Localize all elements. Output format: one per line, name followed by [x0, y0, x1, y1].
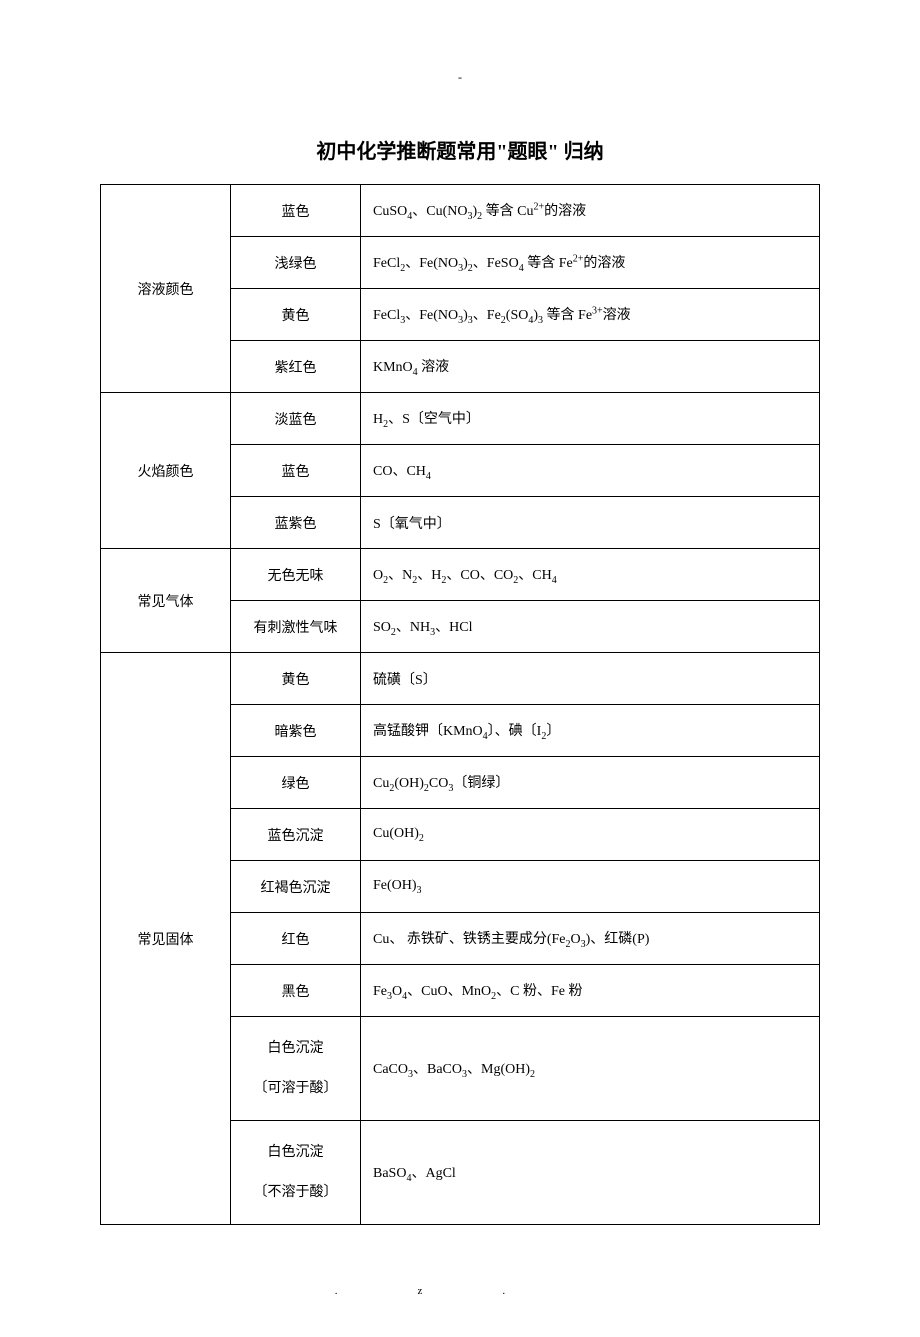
table-row: 溶液颜色蓝色CuSO4、Cu(NO3)2 等含 Cu2+的溶液	[101, 185, 820, 237]
content-cell: CaCO3、BaCO3、Mg(OH)2	[361, 1017, 820, 1121]
content-cell: BaSO4、AgCl	[361, 1121, 820, 1225]
content-cell: SO2、NH3、HCl	[361, 601, 820, 653]
property-cell: 白色沉淀〔可溶于酸〕	[231, 1017, 361, 1121]
property-cell: 淡蓝色	[231, 393, 361, 445]
property-cell: 蓝色	[231, 445, 361, 497]
property-cell: 红褐色沉淀	[231, 861, 361, 913]
property-cell: 暗紫色	[231, 705, 361, 757]
property-cell: 紫红色	[231, 341, 361, 393]
content-cell: S〔氧气中〕	[361, 497, 820, 549]
content-cell: Fe(OH)3	[361, 861, 820, 913]
content-cell: CuSO4、Cu(NO3)2 等含 Cu2+的溶液	[361, 185, 820, 237]
top-dash: -	[100, 70, 820, 85]
content-cell: Fe3O4、CuO、MnO2、C 粉、Fe 粉	[361, 965, 820, 1017]
property-cell: 黄色	[231, 289, 361, 341]
content-cell: O2、N2、H2、CO、CO2、CH4	[361, 549, 820, 601]
category-cell: 常见气体	[101, 549, 231, 653]
page-title: 初中化学推断题常用"题眼" 归纳	[100, 135, 820, 164]
content-cell: Cu2(OH)2CO3〔铜绿〕	[361, 757, 820, 809]
chemistry-table: 溶液颜色蓝色CuSO4、Cu(NO3)2 等含 Cu2+的溶液浅绿色FeCl2、…	[100, 184, 820, 1225]
property-cell: 无色无味	[231, 549, 361, 601]
content-cell: 高锰酸钾〔KMnO4〕、碘〔I2〕	[361, 705, 820, 757]
category-cell: 常见固体	[101, 653, 231, 1225]
content-cell: 硫磺〔S〕	[361, 653, 820, 705]
property-cell: 浅绿色	[231, 237, 361, 289]
content-cell: Cu(OH)2	[361, 809, 820, 861]
table-row: 常见气体无色无味O2、N2、H2、CO、CO2、CH4	[101, 549, 820, 601]
property-cell: 绿色	[231, 757, 361, 809]
content-cell: CO、CH4	[361, 445, 820, 497]
property-cell: 蓝色	[231, 185, 361, 237]
property-cell: 蓝色沉淀	[231, 809, 361, 861]
content-cell: Cu、 赤铁矿、铁锈主要成分(Fe2O3)、红磷(P)	[361, 913, 820, 965]
footer-right: z.	[418, 1285, 586, 1297]
category-cell: 溶液颜色	[101, 185, 231, 393]
content-cell: FeCl2、Fe(NO3)2、FeSO4 等含 Fe2+的溶液	[361, 237, 820, 289]
footer-left: .	[335, 1285, 418, 1297]
page-footer: .z.	[100, 1285, 820, 1297]
content-cell: FeCl3、Fe(NO3)3、Fe2(SO4)3 等含 Fe3+溶液	[361, 289, 820, 341]
table-row: 火焰颜色淡蓝色H2、S〔空气中〕	[101, 393, 820, 445]
property-cell: 蓝紫色	[231, 497, 361, 549]
property-cell: 黄色	[231, 653, 361, 705]
property-cell: 有刺激性气味	[231, 601, 361, 653]
category-cell: 火焰颜色	[101, 393, 231, 549]
property-cell: 白色沉淀〔不溶于酸〕	[231, 1121, 361, 1225]
content-cell: H2、S〔空气中〕	[361, 393, 820, 445]
property-cell: 红色	[231, 913, 361, 965]
table-row: 常见固体黄色硫磺〔S〕	[101, 653, 820, 705]
content-cell: KMnO4 溶液	[361, 341, 820, 393]
property-cell: 黑色	[231, 965, 361, 1017]
